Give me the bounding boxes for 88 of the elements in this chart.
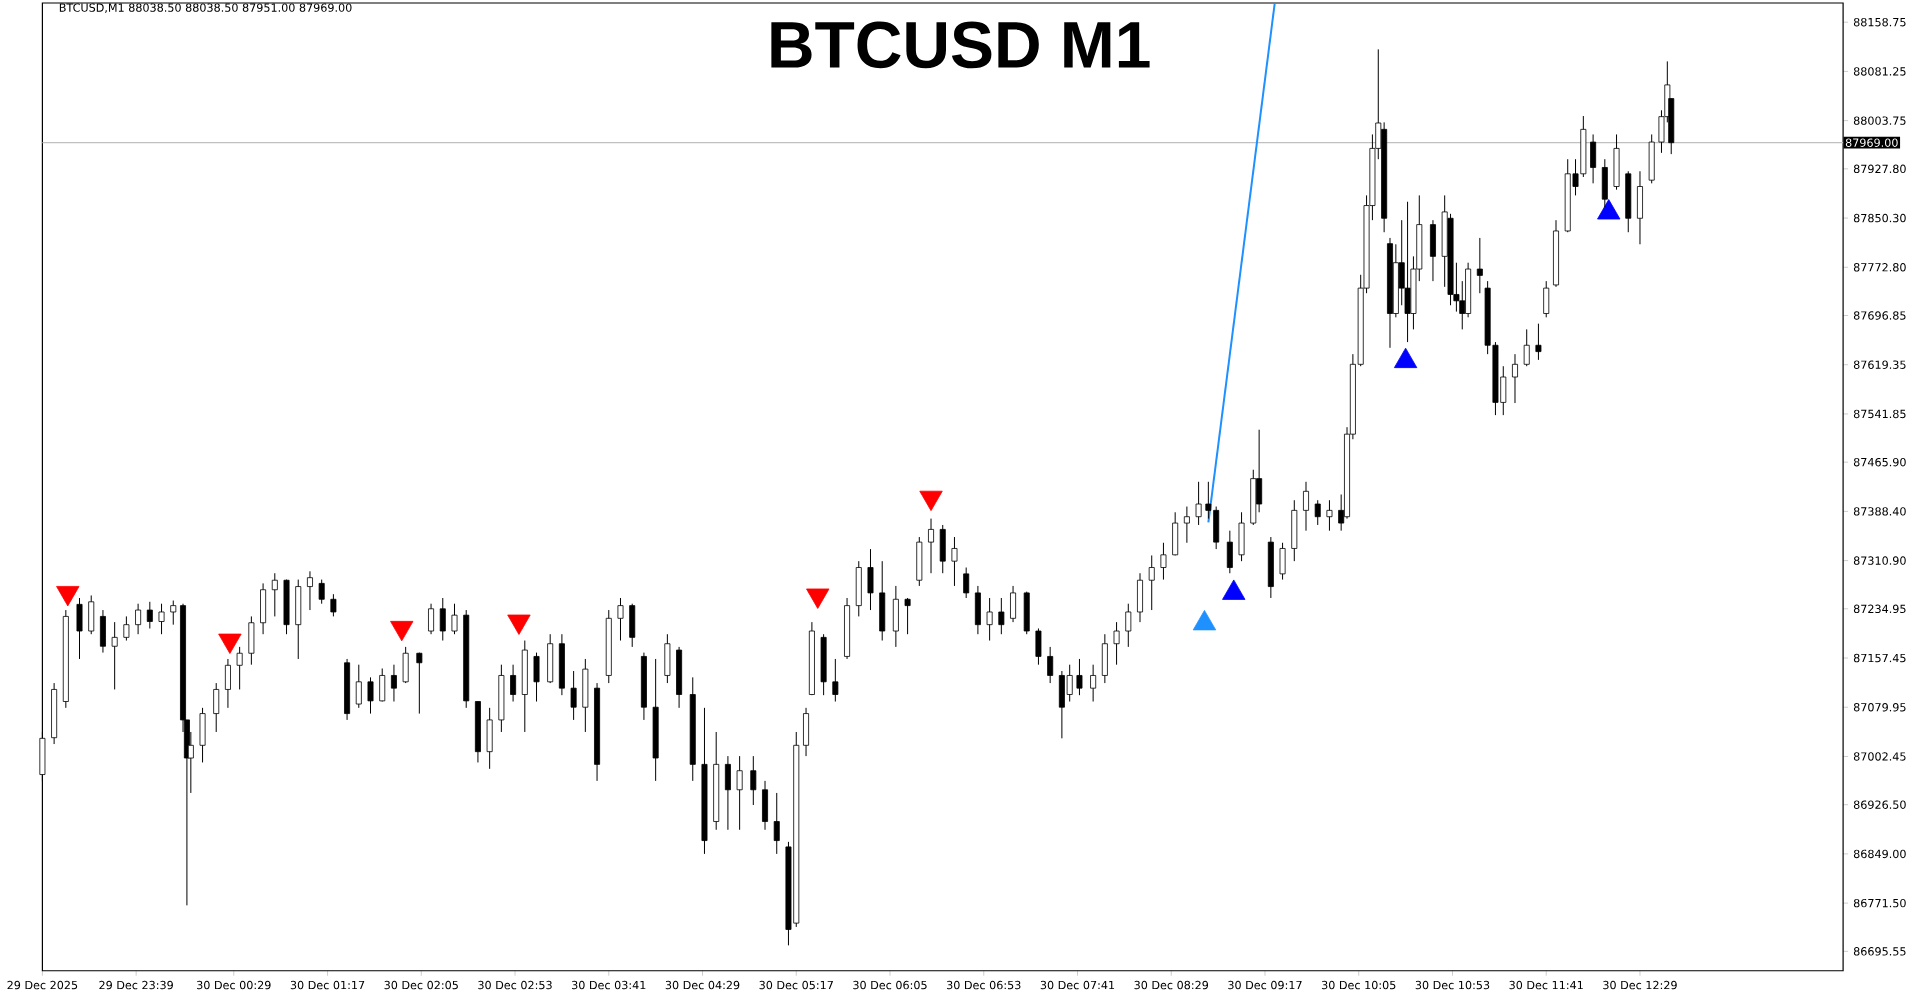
- y-tick-label: 87772.80: [1853, 263, 1906, 272]
- candlestick: [773, 792, 780, 855]
- ref-line-label: 87969.00: [1845, 138, 1898, 147]
- candlestick: [306, 570, 313, 611]
- x-tick-label: 29 Dec 23:39: [99, 980, 173, 990]
- candlestick: [1076, 658, 1083, 696]
- y-tick-label: 87465.90: [1853, 457, 1906, 467]
- y-tick-label: 87850.30: [1853, 213, 1906, 223]
- candlestick: [170, 600, 177, 626]
- candlestick: [1183, 506, 1190, 544]
- candlestick: [998, 597, 1005, 635]
- x-tick-label: 30 Dec 04:29: [665, 980, 740, 990]
- x-tick-label: 30 Dec 05:17: [759, 980, 833, 990]
- candlestick: [367, 676, 374, 715]
- y-tick-label: 88081.25: [1853, 67, 1906, 76]
- y-tick-label: 87079.95: [1853, 703, 1906, 712]
- x-tick-label: 30 Dec 01:17: [290, 980, 365, 990]
- candlestick: [1148, 554, 1155, 611]
- candlestick: [390, 664, 397, 703]
- candlestick: [158, 603, 165, 635]
- candlestick: [951, 536, 958, 587]
- x-tick-label: 30 Dec 06:53: [946, 980, 1021, 990]
- candlestick: [330, 593, 337, 617]
- candlestick: [928, 518, 935, 574]
- candlestick: [510, 664, 517, 703]
- y-tick-label: 87002.45: [1853, 752, 1906, 761]
- candlestick: [135, 603, 142, 635]
- x-tick-label: 30 Dec 10:53: [1415, 980, 1490, 990]
- candlestick: [617, 597, 624, 642]
- candlestick: [236, 646, 243, 690]
- candlestick: [1090, 664, 1097, 703]
- x-tick-label: 30 Dec 08:29: [1134, 980, 1209, 990]
- candlestick: [1512, 353, 1518, 404]
- candlestick: [1476, 237, 1483, 294]
- x-tick-label: 30 Dec 07:41: [1040, 980, 1115, 990]
- candlestick: [111, 621, 118, 690]
- x-tick-label: 30 Dec 10:05: [1321, 980, 1396, 990]
- candlestick: [123, 615, 130, 642]
- candlestick: [986, 597, 993, 642]
- candlestick: [750, 755, 757, 806]
- x-tick-label: 30 Dec 00:29: [197, 980, 271, 990]
- x-tick-label: 29 Dec 2025: [7, 980, 78, 990]
- y-tick-label: 86926.50: [1853, 800, 1906, 809]
- y-tick-label: 87927.80: [1853, 164, 1906, 174]
- candlestick: [1047, 646, 1054, 684]
- candlestick: [271, 572, 278, 617]
- x-tick-label: 30 Dec 09:17: [1228, 980, 1302, 990]
- x-tick-label: 30 Dec 02:05: [384, 980, 458, 990]
- x-tick-label: 30 Dec 06:05: [853, 980, 927, 990]
- y-tick-label: 87696.85: [1853, 311, 1906, 320]
- candlestick: [736, 755, 743, 831]
- candlestick: [832, 658, 839, 703]
- candlestick: [416, 652, 423, 715]
- y-tick-label: 87157.45: [1853, 653, 1906, 663]
- candlestick: [904, 597, 911, 635]
- candlestick: [1113, 621, 1120, 666]
- candlestick: [1535, 323, 1542, 361]
- y-tick-label: 87541.85: [1853, 409, 1906, 419]
- y-tick-label: 88003.75: [1853, 116, 1906, 125]
- y-tick-label: 86695.55: [1853, 947, 1906, 956]
- candlestick: [570, 670, 577, 721]
- x-tick-label: 30 Dec 11:41: [1509, 980, 1583, 990]
- x-tick-label: 30 Dec 12:29: [1603, 980, 1677, 990]
- candlestick: [318, 579, 325, 605]
- candlestick: [1160, 542, 1167, 581]
- candlestick: [1523, 328, 1530, 367]
- y-tick-label: 87234.95: [1853, 604, 1906, 614]
- y-tick-label: 87619.35: [1853, 360, 1906, 369]
- x-tick-label: 30 Dec 03:41: [572, 980, 646, 990]
- candlestick: [1314, 499, 1321, 526]
- candlestick: [1326, 499, 1333, 532]
- candlestick: [146, 601, 153, 630]
- x-tick-label: 30 Dec 02:53: [478, 980, 552, 990]
- candlestick: [1195, 481, 1202, 526]
- candlestick: [1303, 481, 1309, 532]
- candlestick: [439, 597, 446, 642]
- y-tick-label: 88158.75: [1853, 18, 1906, 27]
- candlestick: [451, 603, 458, 635]
- y-tick-label: 87310.90: [1853, 556, 1906, 565]
- candlestick: [963, 567, 970, 599]
- y-tick-label: 87388.40: [1853, 507, 1906, 516]
- y-tick-label: 86771.50: [1853, 898, 1906, 908]
- candlestick: [355, 664, 362, 709]
- candlestick: [1125, 603, 1132, 648]
- annotation: BTCUSD,M1 88038.50 88038.50 87951.00 87969.00: [59, 3, 352, 14]
- candlestick: [428, 603, 435, 635]
- y-tick-label: 86849.00: [1853, 849, 1906, 859]
- chart-title: BTCUSD M1: [771, 21, 1150, 69]
